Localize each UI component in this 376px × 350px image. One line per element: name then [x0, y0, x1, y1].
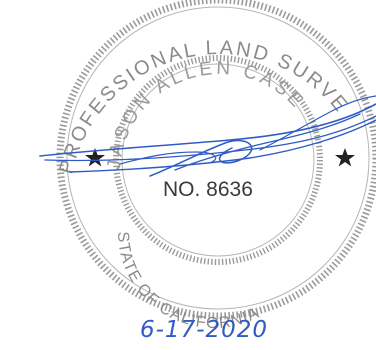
star-left-icon — [85, 148, 105, 167]
seal-license-number: NO. 8636 — [163, 178, 253, 201]
seal-outer-ring — [56, 0, 376, 320]
seal-inner-ring — [113, 55, 323, 265]
surveyor-seal: PROFESSIONAL LAND SURVEYOR JASON ALLEN C… — [0, 0, 376, 332]
handwritten-signature — [39, 95, 376, 177]
seal-outer-line — [66, 6, 370, 310]
signature-date: 6-17-2020 — [140, 317, 268, 343]
star-right-icon — [335, 148, 355, 167]
